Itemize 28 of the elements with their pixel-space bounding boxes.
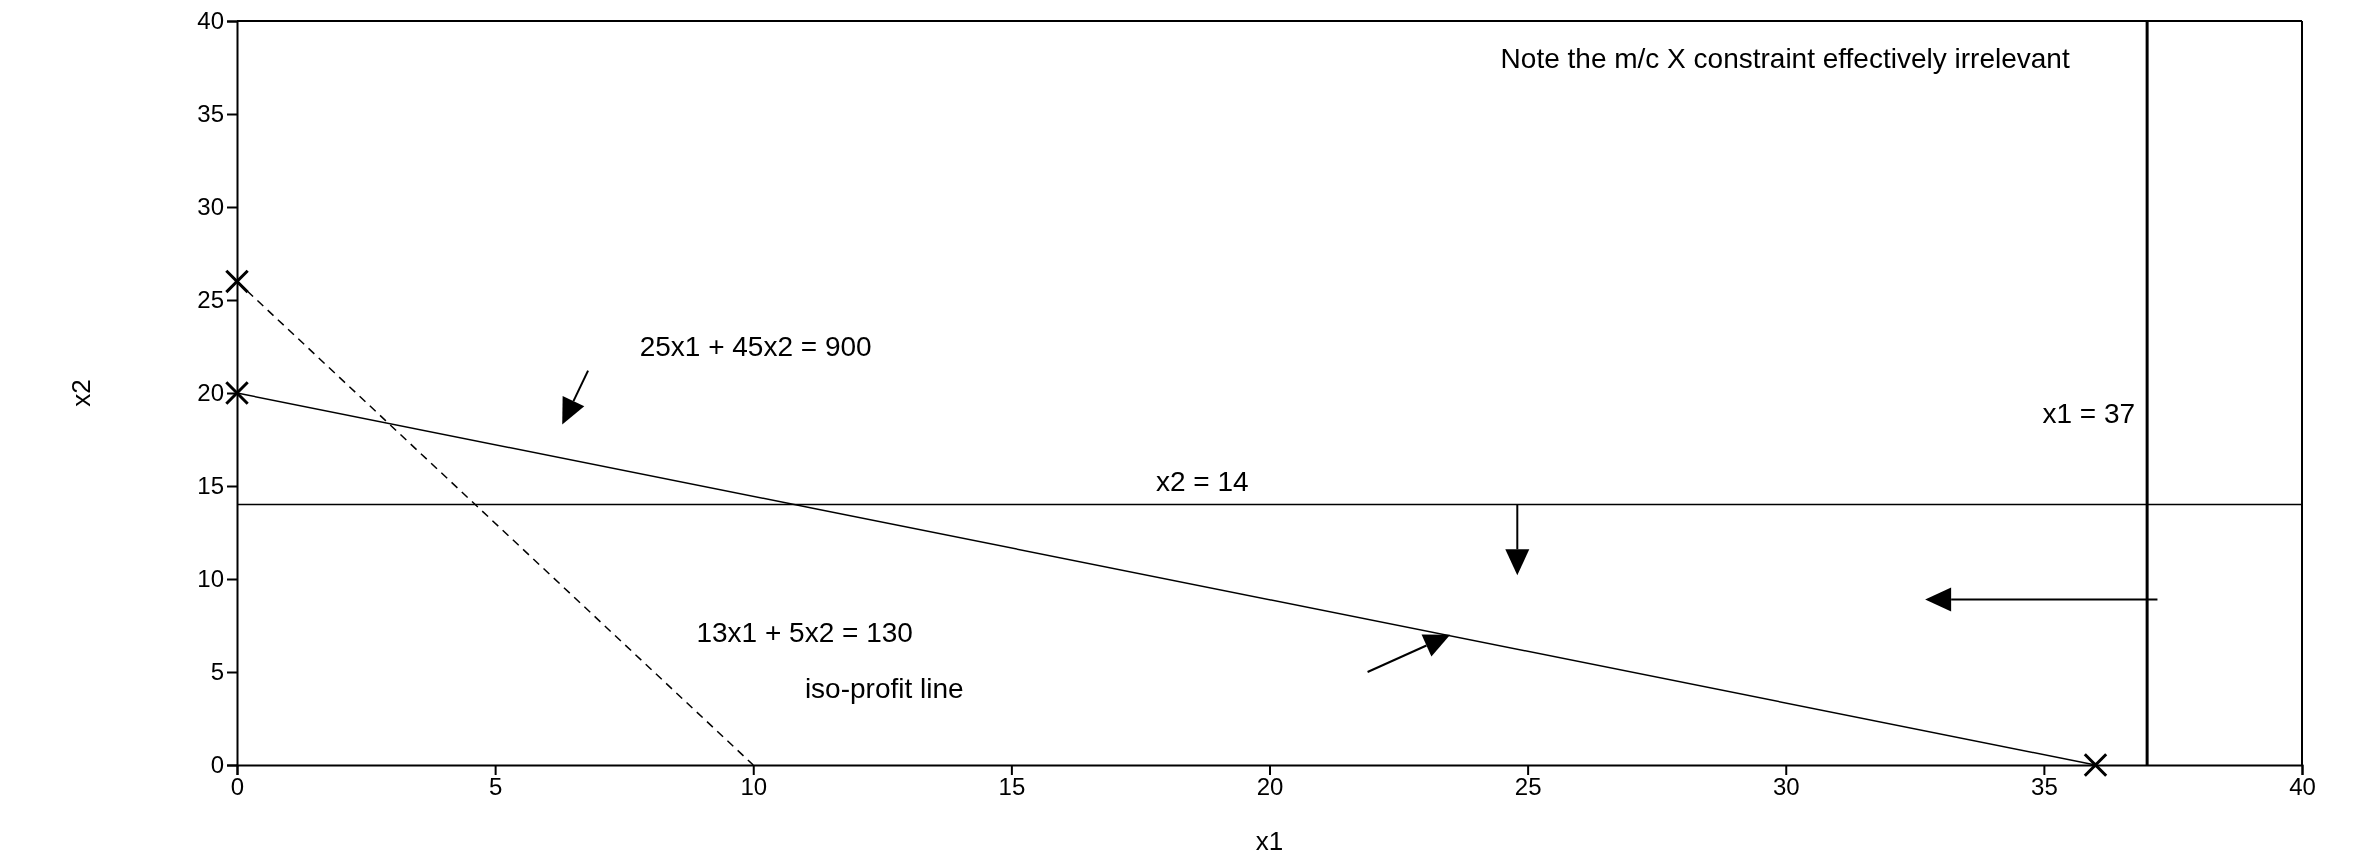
- y-tick-label: 25: [197, 286, 224, 314]
- x-tick-label: 10: [740, 773, 768, 801]
- x-tick-label: 5: [488, 773, 503, 801]
- y-tick-label: 35: [197, 100, 224, 128]
- y-tick-label: 20: [197, 379, 224, 407]
- x-tick-label: 25: [1514, 773, 1542, 801]
- point: [224, 380, 250, 406]
- y-tick-label: 5: [210, 658, 224, 686]
- y-tick-label: 10: [197, 565, 224, 593]
- x-axis-title: x1: [1255, 826, 1284, 855]
- x-tick-label: 30: [1772, 773, 1800, 801]
- x-tick-label: 20: [1256, 773, 1284, 801]
- y-tick-label: 40: [197, 7, 224, 35]
- annotation: iso-profit line: [804, 673, 964, 705]
- x-tick-label: 15: [998, 773, 1026, 801]
- ref-line-label: x2 = 14: [1155, 465, 1249, 497]
- y-tick-label: 0: [210, 751, 224, 779]
- y-axis-title: x2: [66, 379, 96, 407]
- y-tick-label: 15: [197, 472, 224, 500]
- y-tick-label: 30: [197, 193, 224, 221]
- annotation: Note the m/c X constraint effectively irrelevant: [1500, 42, 2070, 74]
- x-tick-label: 40: [2289, 773, 2316, 801]
- x-tick-label: 35: [2031, 773, 2058, 801]
- annotation: 13x1 + 5x2 = 130: [696, 617, 913, 649]
- x-tick-label: 0: [230, 773, 245, 801]
- annotation: 25x1 + 45x2 = 900: [639, 330, 872, 362]
- ref-line-label: x1 = 37: [2042, 397, 2136, 429]
- point: [2083, 752, 2108, 778]
